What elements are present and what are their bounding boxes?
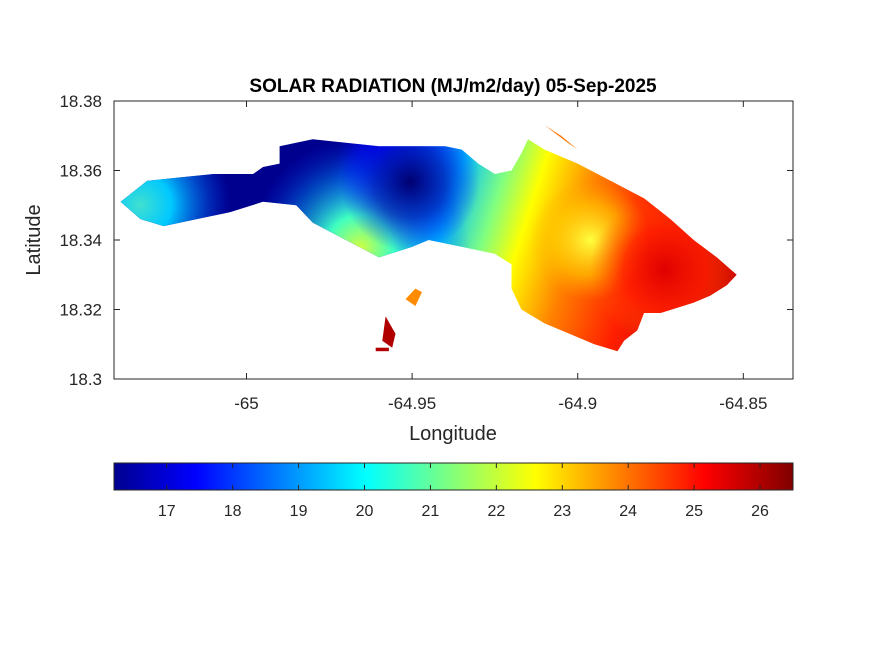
- islet: [375, 347, 389, 352]
- colorbar-tick-label: 20: [356, 503, 374, 520]
- field-layer: [405, 288, 422, 306]
- x-axis-label: Longitude: [409, 423, 497, 445]
- y-axis: 18.3 18.32 18.34 18.36 18.38: [59, 92, 793, 389]
- colorbar-tick-label: 19: [290, 503, 308, 520]
- colorbar-tick-label: 24: [619, 503, 637, 520]
- islet: [405, 288, 422, 306]
- field-layer: [382, 316, 396, 348]
- radiation-field: [120, 125, 737, 352]
- y-tick-label: 18.36: [59, 162, 102, 181]
- x-tick-label: -65: [234, 394, 259, 413]
- x-tick-label: -64.85: [719, 394, 767, 413]
- colorbar-tick-label: 22: [487, 503, 505, 520]
- colorbar-tick-label: 21: [422, 503, 440, 520]
- colorbar-ticks: 17 18 19 20 21 22 23 24 25 26: [158, 463, 769, 520]
- colorbar: [113, 462, 794, 491]
- colorbar-tick-label: 18: [224, 503, 242, 520]
- colorbar-tick-label: 23: [553, 503, 571, 520]
- field-layer: [544, 125, 578, 150]
- colorbar-tick-label: 26: [751, 503, 769, 520]
- islet: [382, 316, 396, 348]
- y-tick-label: 18.34: [59, 231, 102, 250]
- colorbar-tick-label: 17: [158, 503, 176, 520]
- x-tick-label: -64.9: [558, 394, 597, 413]
- field-layer: [120, 139, 737, 352]
- y-tick-label: 18.32: [59, 301, 102, 320]
- islet: [544, 125, 578, 150]
- x-tick-label: -64.95: [388, 394, 436, 413]
- y-tick-label: 18.3: [69, 370, 102, 389]
- main-island: [120, 139, 737, 352]
- colorbar-tick-label: 25: [685, 503, 703, 520]
- y-axis-label: Latitude: [23, 204, 45, 275]
- field-layer: [375, 347, 389, 352]
- y-tick-label: 18.38: [59, 92, 102, 111]
- chart-title: SOLAR RADIATION (MJ/m2/day) 05-Sep-2025: [249, 76, 657, 97]
- x-axis: -65 -64.95 -64.9 -64.85: [234, 101, 767, 413]
